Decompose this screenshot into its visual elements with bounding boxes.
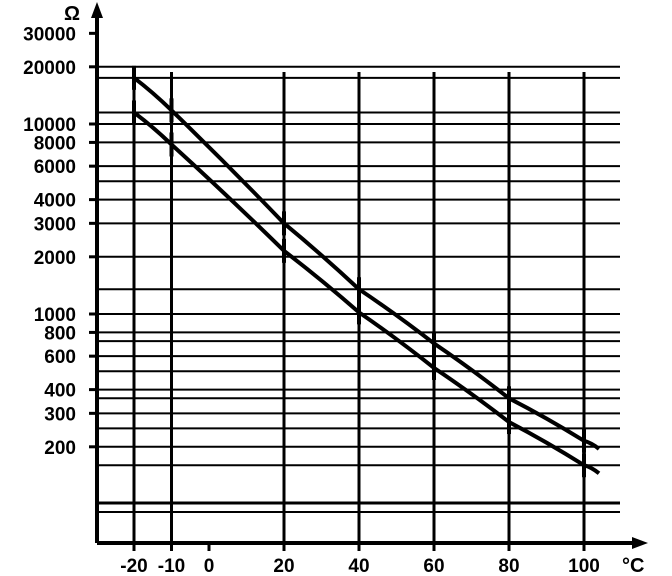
x-axis-arrow: [632, 537, 648, 549]
x-tick-label: 0: [204, 556, 215, 576]
x-tick-label: 80: [498, 556, 519, 576]
y-tick-label: 600: [44, 347, 76, 368]
y-tick-label: 30000: [23, 24, 76, 45]
series-lines: [132, 76, 601, 475]
y-tick-label: 10000: [23, 115, 76, 136]
y-tick-label: 3000: [34, 214, 76, 235]
x-axis-label: °C: [622, 555, 644, 576]
y-tick-label: 20000: [23, 58, 76, 79]
series-line: [132, 110, 601, 475]
x-tick-label: 20: [273, 556, 294, 576]
y-axis-arrow: [91, 2, 103, 18]
y-tick-label: 1000: [34, 305, 76, 326]
x-tick-label: -10: [158, 556, 185, 576]
x-tick-label: -20: [120, 556, 147, 576]
axes: [91, 2, 648, 549]
y-tick-label: 200: [44, 438, 76, 459]
y-tick-label: 6000: [34, 157, 76, 178]
grid: [97, 65, 620, 543]
series-line: [132, 76, 601, 451]
y-axis-label: Ω: [64, 3, 80, 25]
x-tick-label: 60: [423, 556, 444, 576]
x-tick-label: 40: [348, 556, 369, 576]
x-tick-label: 100: [568, 556, 600, 576]
y-tick-label: 800: [44, 323, 76, 344]
tick-labels: 3000020000100008000600040003000200010008…: [23, 24, 600, 576]
y-tick-label: 8000: [34, 133, 76, 154]
data-markers: [132, 65, 586, 478]
y-tick-label: 2000: [34, 248, 76, 269]
y-tick-label: 400: [44, 381, 76, 402]
y-tick-label: 4000: [34, 191, 76, 212]
y-tick-label: 300: [44, 404, 76, 425]
